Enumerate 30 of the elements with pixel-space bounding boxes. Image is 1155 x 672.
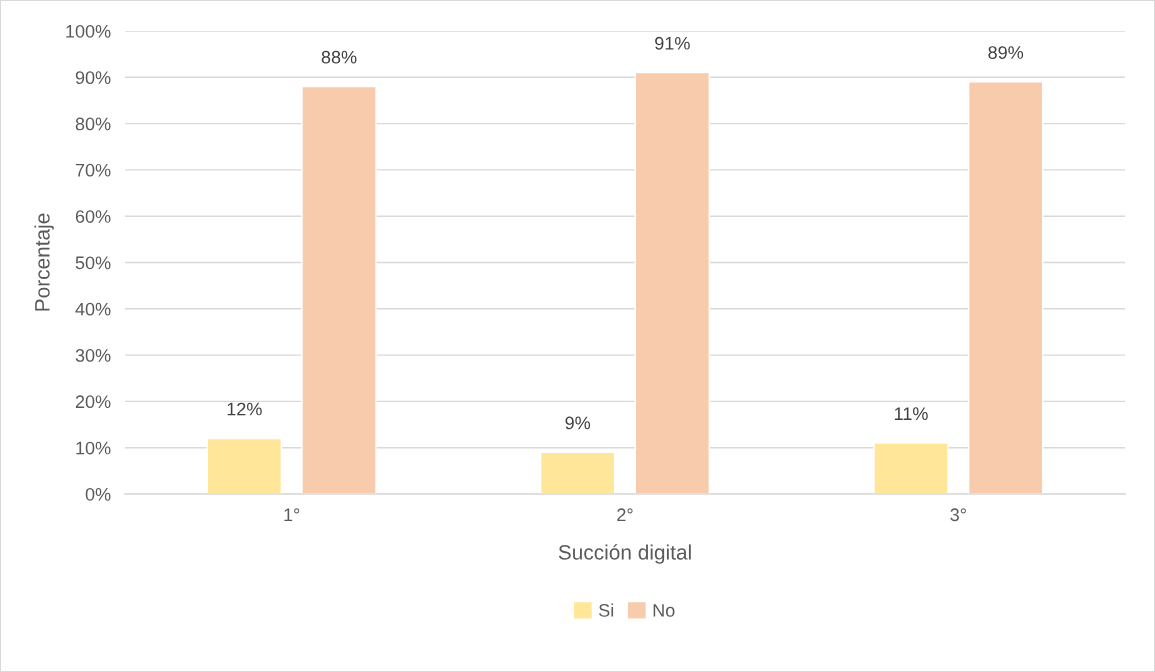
x-tick-label: 1°	[284, 508, 300, 521]
legend-label: No	[653, 604, 675, 617]
data-label: 11%	[894, 407, 928, 420]
x-tick-label: 2°	[617, 508, 633, 521]
bar	[967, 81, 1044, 494]
bar	[206, 437, 283, 494]
y-tick-label: 20%	[75, 395, 111, 409]
y-tick-label: 40%	[75, 302, 111, 316]
data-label: 89%	[988, 46, 1024, 59]
y-axis-title: Porcentaje	[34, 213, 54, 311]
data-label: 9%	[565, 416, 591, 430]
data-label: 88%	[321, 50, 357, 64]
y-tick-label: 50%	[75, 256, 111, 270]
bar	[873, 442, 949, 494]
y-tick-label: 70%	[75, 163, 111, 177]
bar	[634, 71, 711, 494]
y-tick-label: 60%	[75, 210, 111, 223]
bar	[539, 451, 616, 494]
y-tick-label: 0%	[85, 487, 111, 501]
x-tick-label: 3°	[950, 508, 966, 522]
legend-label: Si	[599, 603, 614, 617]
x-axis-title: Succión digital	[558, 544, 691, 564]
data-label: 91%	[655, 36, 690, 50]
y-tick-label: 10%	[76, 441, 111, 455]
bar	[301, 85, 377, 494]
y-tick-label: 90%	[75, 71, 111, 85]
data-label: 12%	[227, 402, 262, 416]
y-tick-label: 30%	[75, 349, 111, 362]
y-tick-label: 100%	[66, 24, 111, 38]
y-tick-label: 80%	[75, 117, 111, 131]
